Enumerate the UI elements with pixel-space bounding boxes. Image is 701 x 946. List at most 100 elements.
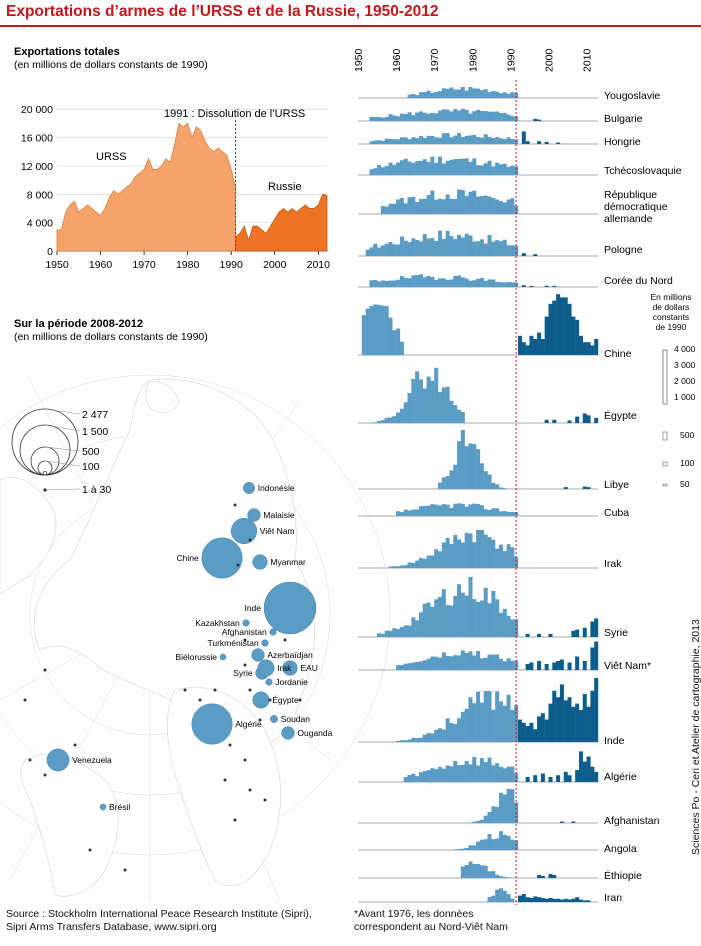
- russia-bar: [590, 766, 595, 782]
- recipient-label: Syrie: [233, 668, 253, 678]
- ussr-bar: [403, 137, 408, 144]
- ussr-bar: [468, 697, 473, 742]
- recipient-label: Indonésie: [258, 483, 295, 493]
- ussr-bar: [487, 279, 492, 287]
- ussr-bar: [453, 108, 458, 121]
- ussr-bar: [388, 630, 393, 637]
- recipient-label: Afghanistan: [222, 627, 267, 637]
- ussr-bar: [449, 605, 454, 637]
- ussr-bar: [396, 628, 401, 637]
- ussr-bar: [415, 737, 420, 742]
- ussr-bar: [441, 278, 446, 287]
- size-legend-leader: [44, 424, 81, 432]
- ussr-bar: [479, 865, 484, 878]
- ussr-bar: [392, 566, 397, 568]
- ussr-bar: [388, 317, 393, 355]
- ussr-bar: [396, 412, 401, 423]
- ussr-bar: [426, 275, 431, 287]
- ussr-bar: [483, 839, 488, 850]
- ussr-bar: [476, 88, 481, 98]
- ussr-bar: [514, 116, 519, 121]
- ussr-bar: [468, 764, 473, 782]
- scale-legend-tick: 2 000: [674, 376, 696, 386]
- country-label: Irak: [604, 558, 622, 570]
- country-row: Bulgarie: [358, 108, 643, 125]
- ussr-bar: [422, 660, 427, 670]
- ussr-bar: [396, 740, 401, 742]
- ussr-bar: [460, 848, 465, 850]
- ussr-bar: [472, 655, 477, 670]
- ussr-bar: [384, 280, 389, 287]
- scale-legend-title: de 1990: [656, 322, 687, 332]
- ussr-bar: [491, 197, 496, 214]
- ussr-bar: [449, 723, 454, 742]
- ussr-bar: [457, 89, 462, 98]
- ussr-bar: [403, 402, 408, 423]
- ussr-bar: [422, 92, 427, 98]
- ussr-bar: [415, 371, 420, 423]
- ussr-bar: [483, 534, 488, 568]
- country-label: Cuba: [604, 507, 629, 519]
- russia-bar: [544, 719, 549, 742]
- y-tick-label: 0: [47, 246, 53, 258]
- ussr-bar: [422, 112, 427, 121]
- ussr-bar: [491, 482, 496, 489]
- ussr-bar: [495, 806, 500, 823]
- ussr-bar: [502, 794, 507, 823]
- credit-line: Sciences Po - Ceri et Atelier de cartogr…: [690, 619, 701, 855]
- scale-legend-title: constants: [653, 312, 689, 322]
- ussr-bar: [502, 488, 507, 489]
- recipient-label: Malaisie: [263, 510, 294, 520]
- ussr-bar: [464, 760, 469, 782]
- ussr-bar: [380, 117, 385, 121]
- ussr-bar: [510, 766, 515, 782]
- ussr-bar: [468, 280, 473, 287]
- ussr-bar: [479, 90, 484, 98]
- ussr-bar: [377, 304, 382, 355]
- ussr-bar: [506, 137, 511, 144]
- ussr-bar: [407, 197, 412, 214]
- ussr-bar: [491, 138, 496, 144]
- ussr-bar: [453, 760, 458, 782]
- ussr-bar: [377, 281, 382, 287]
- ussr-bar: [438, 766, 443, 782]
- ussr-bar: [365, 308, 370, 355]
- y-tick-label: 16 000: [21, 133, 53, 145]
- ussr-bar: [510, 839, 515, 850]
- ussr-bar: [453, 159, 458, 175]
- russia-bar: [540, 773, 545, 782]
- ussr-bar: [396, 328, 401, 355]
- scale-legend-tick: 1 000: [674, 392, 696, 402]
- ussr-bar: [502, 163, 507, 175]
- ussr-bar: [407, 510, 412, 516]
- russia-bar: [525, 633, 530, 637]
- source-note: Source : Stockholm International Peace R…: [6, 908, 336, 934]
- ussr-bar: [487, 510, 492, 516]
- minor-recipient-dot: [213, 688, 217, 692]
- ussr-bar: [453, 89, 458, 98]
- ussr-bar: [430, 92, 435, 98]
- ussr-bar: [487, 834, 492, 850]
- ussr-bar: [415, 776, 420, 782]
- ussr-bar: [453, 275, 458, 287]
- ussr-bar: [411, 773, 416, 782]
- ussr-bar: [487, 196, 492, 214]
- ussr-bar: [514, 512, 519, 516]
- russia-bar: [563, 700, 568, 742]
- russia-bar: [594, 641, 599, 670]
- ussr-bar: [457, 158, 462, 175]
- ussr-bar: [495, 281, 500, 287]
- ussr-bar: [468, 161, 473, 175]
- ussr-bar: [434, 137, 439, 144]
- recipient-bubble: [261, 639, 269, 647]
- ussr-bar: [422, 234, 427, 256]
- ussr-bar: [464, 195, 469, 214]
- ussr-bar: [392, 203, 397, 214]
- russia-bar: [521, 131, 526, 144]
- ussr-bar: [487, 757, 492, 782]
- minor-recipient-dot: [198, 698, 202, 702]
- minor-recipient-dot: [88, 848, 92, 852]
- ussr-bar: [491, 590, 496, 637]
- ussr-bar: [510, 139, 515, 144]
- russia-bar: [525, 726, 530, 742]
